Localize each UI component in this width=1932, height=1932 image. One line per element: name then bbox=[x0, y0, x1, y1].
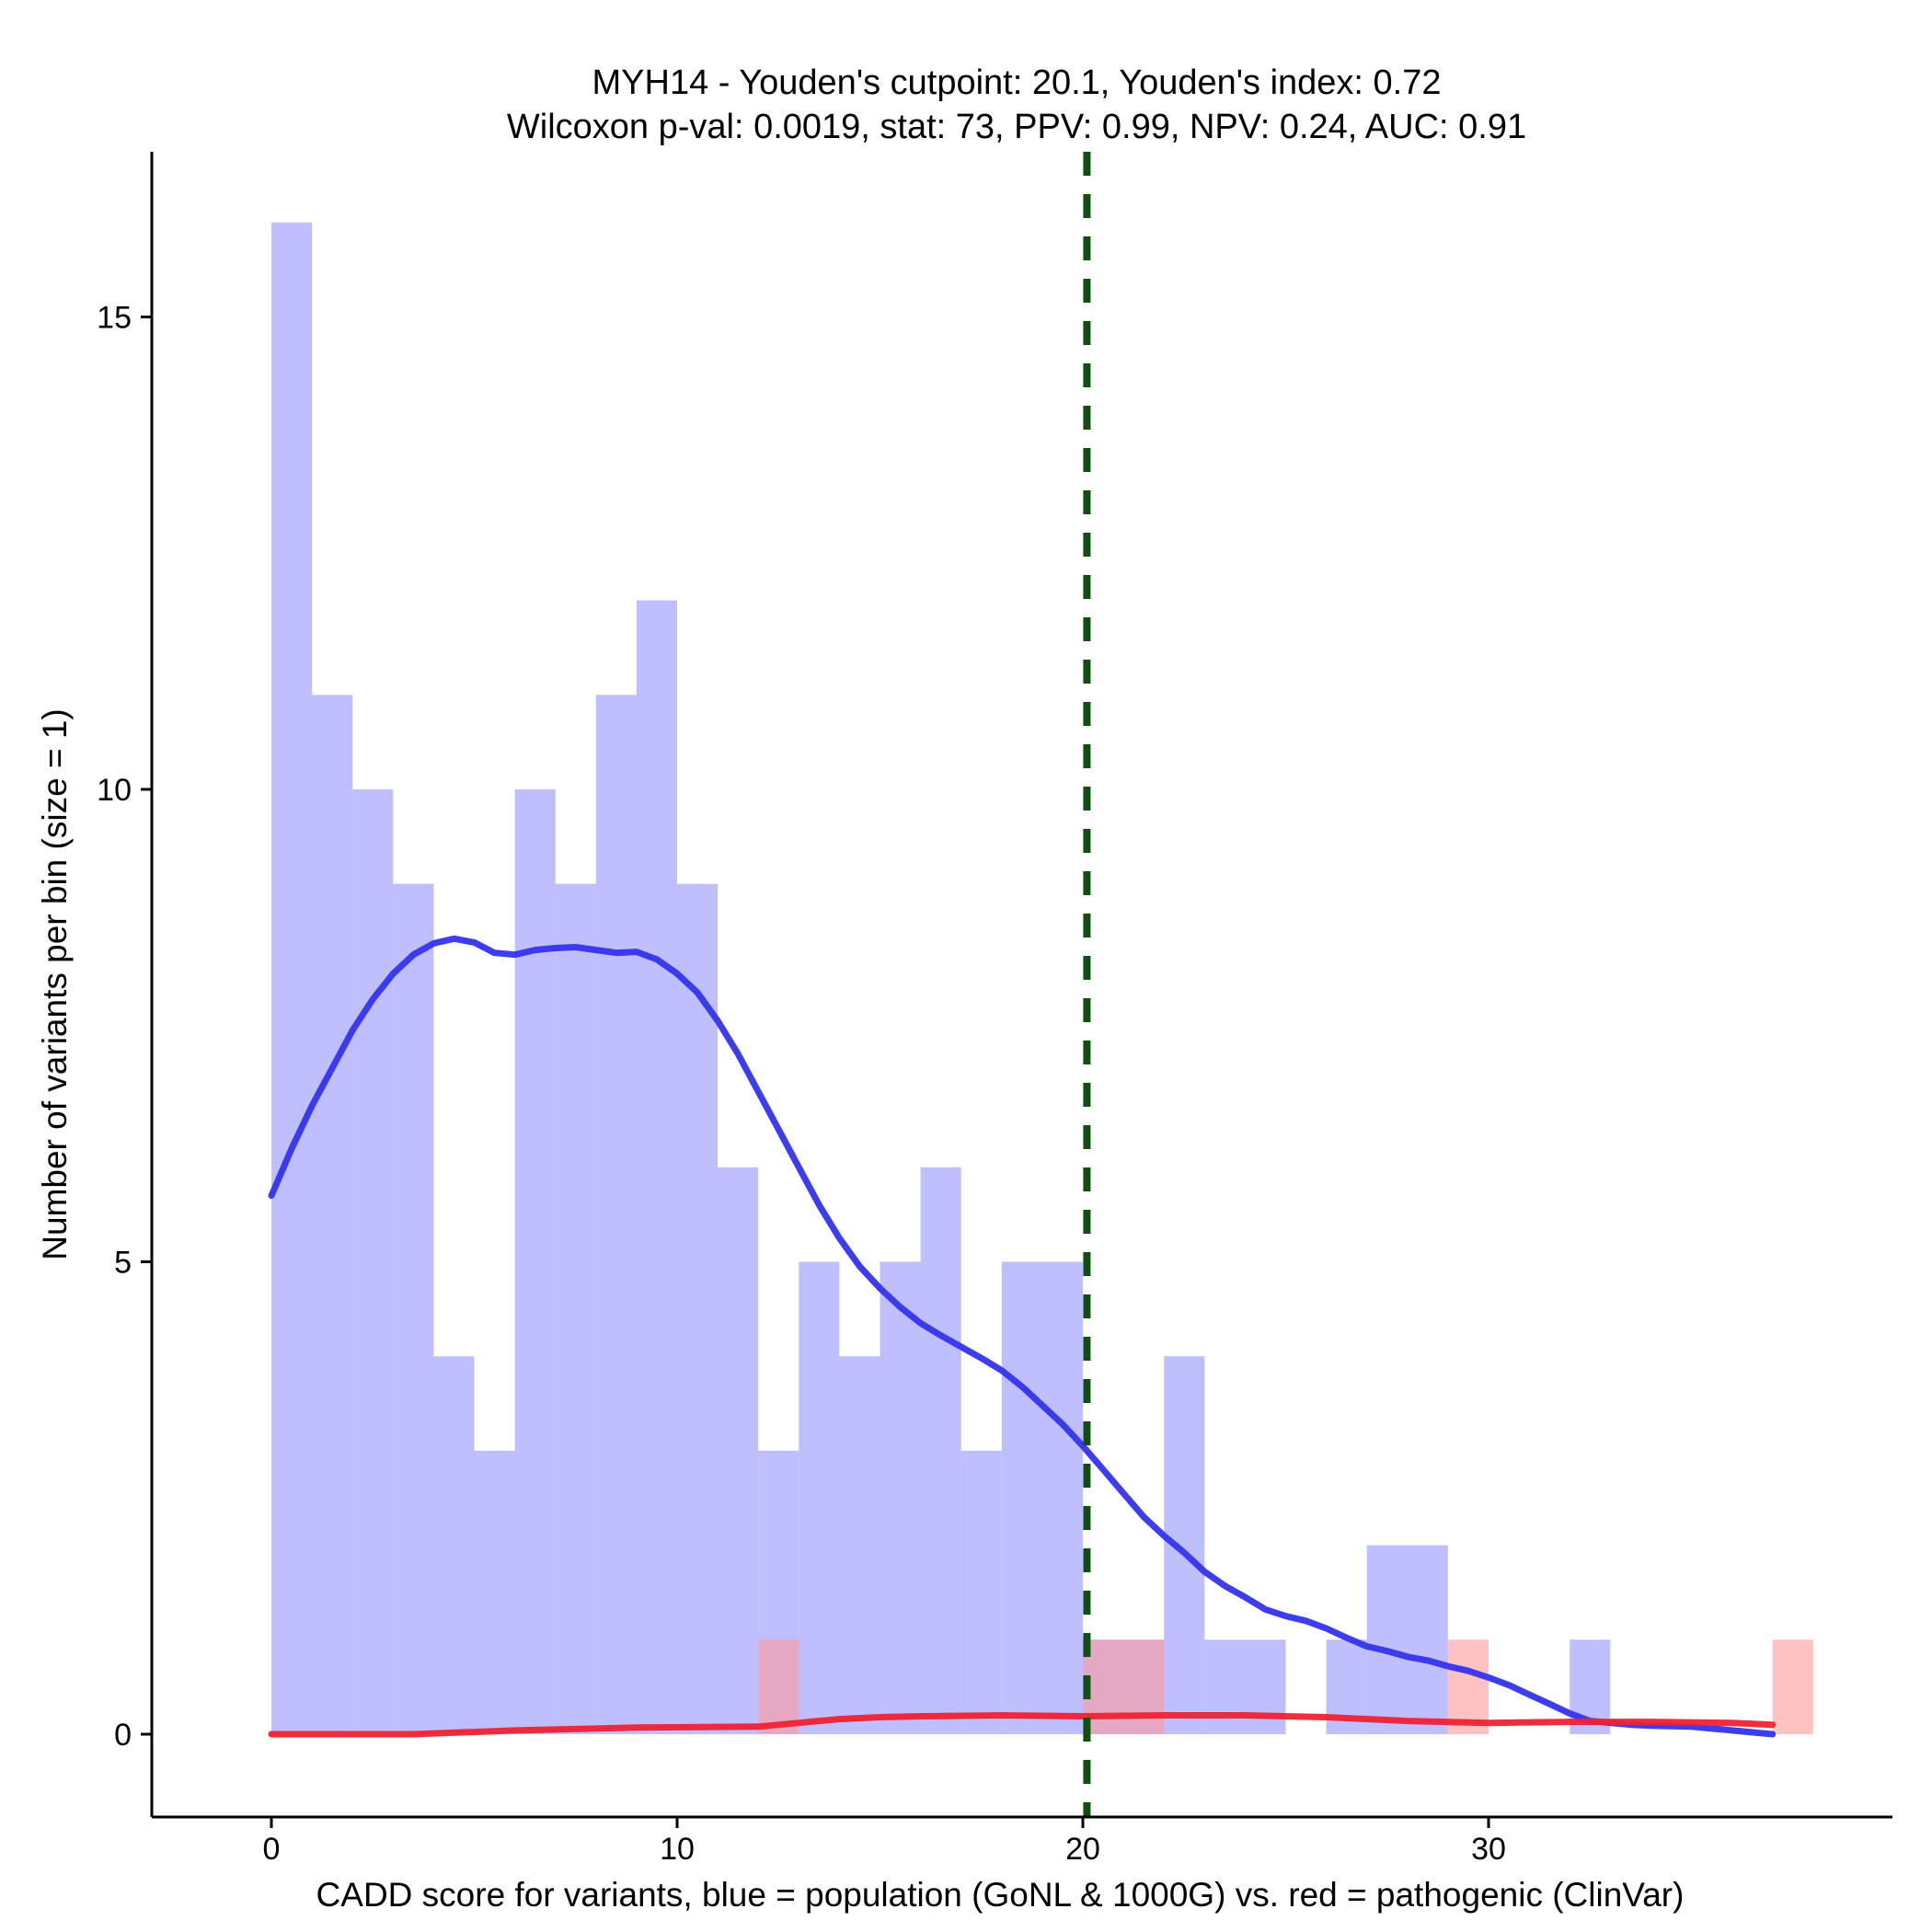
population-bar bbox=[799, 1261, 840, 1734]
density-curves bbox=[268, 152, 1777, 1817]
pathogenic-bar bbox=[1772, 1639, 1813, 1734]
y-tick-label: 5 bbox=[114, 1246, 132, 1281]
population-bar bbox=[595, 695, 637, 1734]
population-bar bbox=[920, 1167, 961, 1734]
x-tick-label: 10 bbox=[660, 1832, 695, 1867]
population-bar bbox=[271, 222, 313, 1734]
population-bar bbox=[1001, 1261, 1042, 1734]
y-tick-label: 0 bbox=[114, 1718, 132, 1753]
population-bars bbox=[271, 222, 1611, 1734]
y-axis-title: Number of variants per bin (size = 1) bbox=[36, 708, 74, 1259]
population-bar bbox=[1164, 1356, 1205, 1734]
population-bar bbox=[1245, 1639, 1286, 1734]
population-bar bbox=[474, 1450, 515, 1734]
population-bar bbox=[960, 1450, 1002, 1734]
population-bar bbox=[393, 883, 434, 1734]
axes: 0 10 20 30 0 5 10 15 bbox=[97, 152, 1892, 1867]
pathogenic-bar bbox=[758, 1639, 799, 1734]
population-bar bbox=[1204, 1639, 1246, 1734]
pathogenic-bar bbox=[1123, 1639, 1165, 1734]
y-tick-label: 10 bbox=[97, 773, 132, 808]
population-bar bbox=[880, 1261, 921, 1734]
chart-title: MYH14 - Youden's cutpoint: 20.1, Youden'… bbox=[592, 63, 1442, 102]
population-bar bbox=[514, 789, 556, 1734]
population-bar bbox=[1041, 1261, 1083, 1734]
population-bar bbox=[312, 695, 353, 1734]
population-bar bbox=[433, 1356, 475, 1734]
population-bar bbox=[839, 1356, 880, 1734]
chart-subtitle: Wilcoxon p-val: 0.0019, stat: 73, PPV: 0… bbox=[507, 108, 1526, 146]
pathogenic-density-line bbox=[268, 1712, 1777, 1738]
x-tick-label: 30 bbox=[1471, 1832, 1506, 1867]
y-tick-label: 15 bbox=[97, 301, 132, 336]
pathogenic-bar bbox=[1447, 1639, 1489, 1734]
x-axis-title: CADD score for variants, blue = populati… bbox=[316, 1876, 1685, 1914]
population-bar bbox=[352, 789, 394, 1734]
population-bar bbox=[1366, 1545, 1408, 1734]
population-density-line bbox=[268, 935, 1777, 1738]
population-bar bbox=[1407, 1545, 1448, 1734]
population-bar bbox=[555, 883, 596, 1734]
x-tick-label: 20 bbox=[1065, 1832, 1100, 1867]
population-bar bbox=[636, 600, 677, 1734]
population-bar bbox=[677, 883, 719, 1734]
population-bar bbox=[718, 1167, 759, 1734]
x-tick-label: 0 bbox=[263, 1832, 281, 1867]
